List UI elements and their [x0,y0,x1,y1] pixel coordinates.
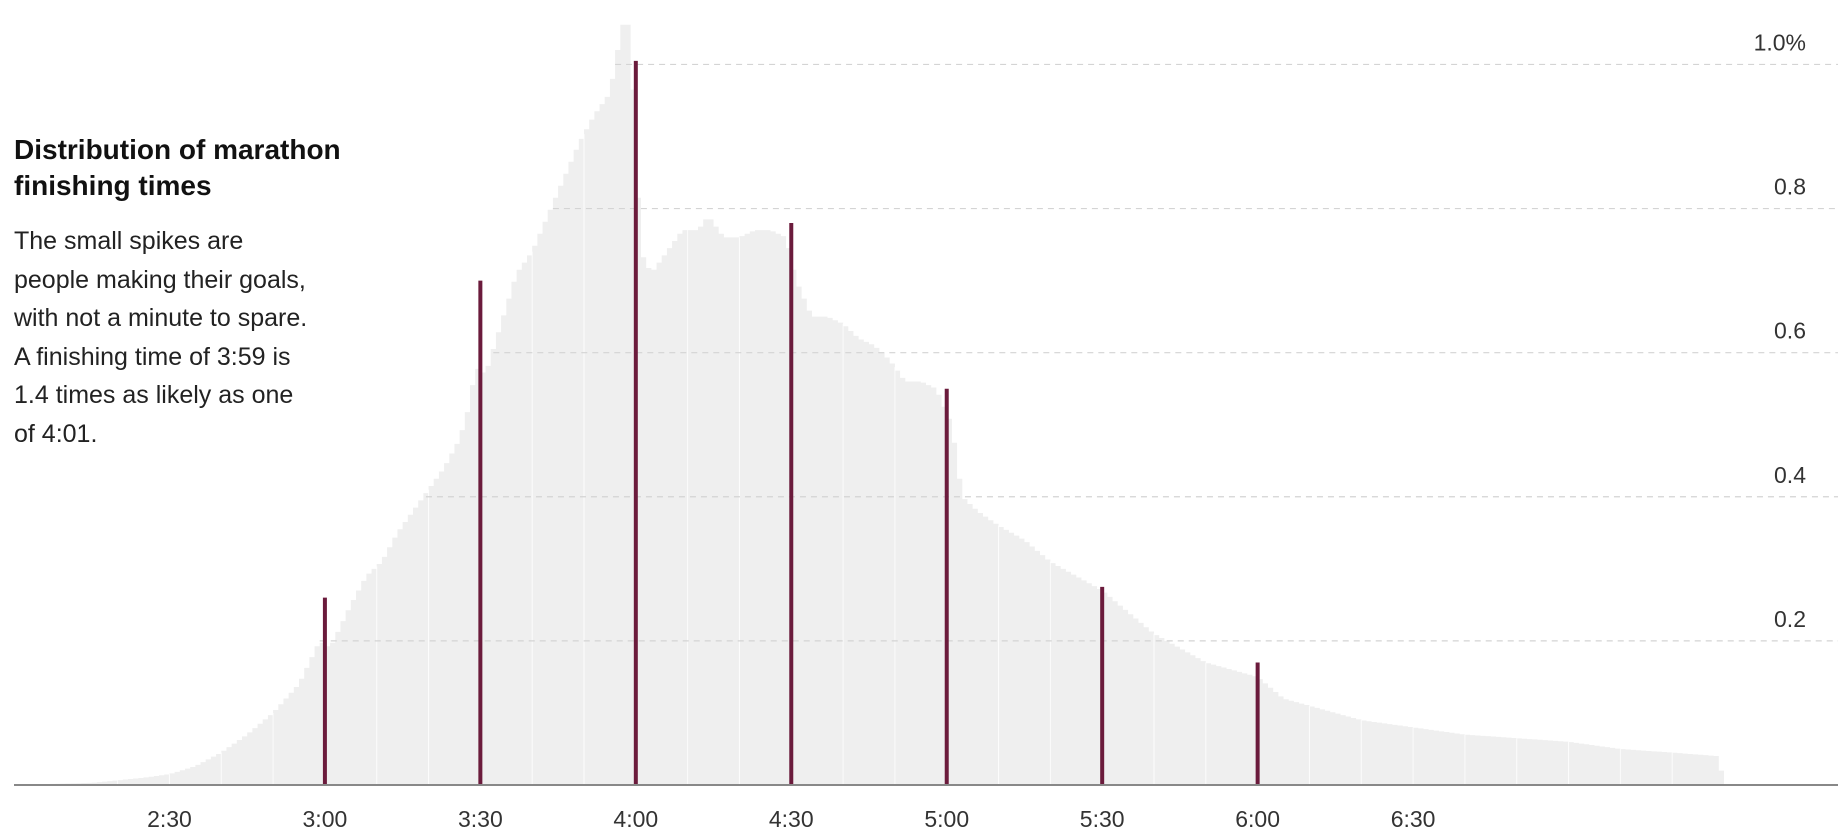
x-tick-label: 6:00 [1235,806,1280,832]
y-tick-label: 0.4 [1774,462,1806,488]
y-tick-label: 0.2 [1774,606,1806,632]
x-tick-label: 5:00 [924,806,969,832]
x-tick-label: 2:30 [147,806,192,832]
x-tick-label: 4:30 [769,806,814,832]
x-tick-label: 5:30 [1080,806,1125,832]
x-tick-label: 4:00 [613,806,658,832]
chart-title: Distribution of marathon finishing times [14,134,341,201]
y-tick-label: 1.0% [1754,29,1806,55]
y-tick-label: 0.6 [1774,318,1806,344]
gridline-layer [319,63,1838,642]
spike-layer [322,60,1260,785]
x-tick-label: 6:30 [1391,806,1436,832]
x-tick-label: 3:00 [303,806,348,832]
y-tick-label: 0.8 [1774,174,1806,200]
x-tick-labels: 2:30 3:00 3:30 4:00 4:30 5:00 5:30 6:00 6:30 [147,806,1435,832]
y-tick-labels: 0.2 0.4 0.6 0.8 1.0% [1754,29,1807,631]
chart-subtitle: The small spikes are people making their… [14,227,308,448]
chart-caption: Distribution of marathon finishing times… [14,132,344,453]
distribution-area [14,24,1724,785]
x-tick-label: 3:30 [458,806,503,832]
